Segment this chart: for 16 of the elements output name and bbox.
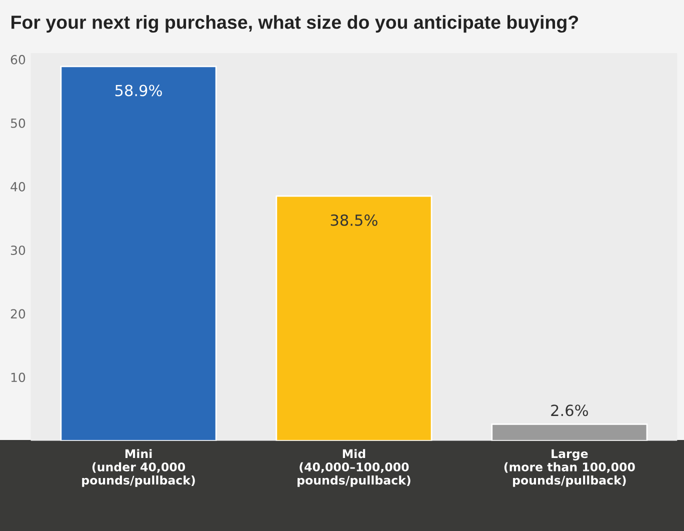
x-tick-label: Large (more than 100,000 pounds/pullback): [504, 449, 635, 487]
data-label: 38.5%: [330, 214, 378, 226]
y-tick-label: 10: [11, 372, 26, 382]
y-tick-label: 20: [10, 309, 26, 319]
bar: [276, 195, 432, 441]
x-tick-label: Mid (40,000–100,000 pounds/pullback): [298, 449, 410, 487]
bar: [491, 424, 648, 441]
bar: [60, 66, 217, 441]
y-tick-label: 30: [10, 246, 26, 256]
data-label: 58.9%: [115, 84, 162, 96]
y-tick-label: 50: [10, 118, 26, 128]
chart-title: For your next rig purchase, what size do you anticipate buying?: [12, 15, 578, 33]
x-tick-label: Mini (under 40,000 pounds/pullback): [82, 449, 195, 487]
y-tick-label: 40: [10, 182, 26, 192]
y-tick-label: 60: [10, 54, 26, 64]
data-label: 2.6%: [551, 404, 588, 416]
